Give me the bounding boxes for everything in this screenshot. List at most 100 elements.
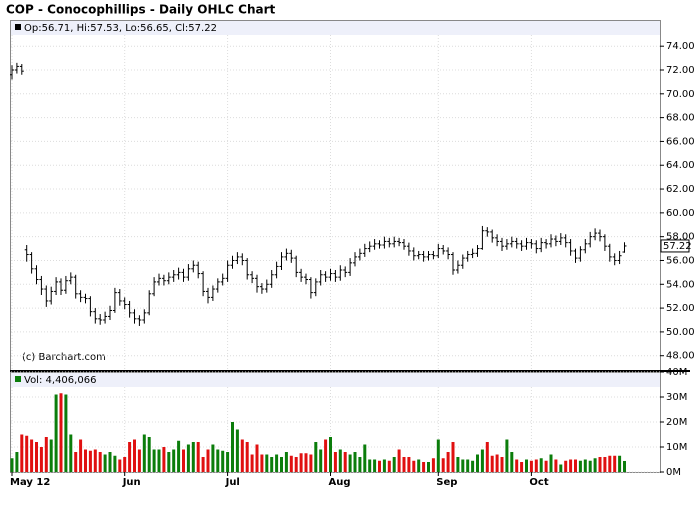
volume-bar	[186, 444, 190, 472]
legend-value: 56.65	[140, 23, 169, 34]
volume-bar	[167, 452, 171, 472]
volume-bar	[54, 394, 58, 472]
volume-bar	[137, 449, 141, 472]
volume-bar	[15, 452, 19, 472]
volume-bar	[417, 459, 421, 472]
volume-bar	[240, 439, 244, 472]
legend-label: Vol:	[24, 375, 42, 386]
volume-bar	[196, 442, 200, 472]
volume-bar	[544, 460, 548, 472]
volume-bar	[613, 455, 617, 472]
volume-bar	[314, 442, 318, 472]
volume-bar	[608, 455, 612, 472]
volume-bar	[206, 449, 210, 472]
legend-value: 57.53	[90, 23, 119, 34]
volume-bar	[84, 449, 87, 472]
y-tick-label: 72.00	[666, 65, 695, 76]
volume-bar	[554, 459, 558, 472]
volume-bar	[74, 452, 78, 472]
price-legend-strip	[11, 21, 660, 35]
volume-bar	[593, 458, 597, 472]
volume-bar	[500, 457, 504, 472]
volume-bar	[534, 459, 538, 472]
volume-bar	[39, 447, 43, 472]
volume-bar	[152, 449, 156, 472]
volume-bar	[245, 442, 249, 472]
y-tick-label: 56.00	[666, 255, 695, 266]
volume-bar	[598, 457, 602, 472]
volume-bar	[422, 462, 426, 472]
volume-bar	[35, 442, 38, 472]
volume-bar	[142, 434, 146, 472]
volume-bar	[569, 459, 573, 472]
volume-bar	[618, 455, 622, 472]
volume-bar	[353, 452, 357, 472]
y-tick-label: 0M	[666, 467, 681, 478]
volume-bar	[407, 457, 411, 472]
volume-bar	[603, 457, 607, 472]
volume-bar	[564, 460, 568, 472]
volume-bar	[162, 447, 166, 472]
volume-bar	[231, 422, 234, 472]
volume-bar	[358, 457, 362, 472]
volume-bar	[201, 457, 205, 472]
last-price-label: 57.22	[663, 241, 692, 252]
volume-bar	[147, 437, 151, 472]
volume-bar	[549, 454, 553, 472]
y-tick-label: 58.00	[666, 232, 695, 243]
volume-bar	[329, 437, 332, 472]
volume-bar	[480, 449, 484, 472]
x-tick-label: Oct	[529, 477, 548, 488]
volume-bar	[495, 454, 499, 472]
chart-title: COP - Conocophillips - Daily OHLC Chart	[6, 3, 276, 17]
volume-bar	[431, 458, 435, 472]
volume-bar	[471, 460, 475, 472]
volume-bar	[578, 460, 582, 472]
volume-bar	[343, 452, 347, 472]
y-tick-label: 64.00	[666, 160, 695, 171]
volume-bar	[123, 457, 127, 472]
volume-bar	[299, 453, 303, 472]
volume-bar	[588, 460, 592, 472]
volume-bar	[30, 439, 34, 472]
volume-bar	[226, 452, 230, 472]
watermark: (c) Barchart.com	[22, 352, 106, 363]
y-tick-label: 74.00	[666, 41, 695, 52]
legend-value: 56.71	[42, 23, 71, 34]
volume-bar	[235, 429, 239, 472]
volume-bar	[623, 460, 626, 472]
volume-bar	[49, 439, 53, 472]
volume-bar	[182, 449, 185, 472]
volume-bar	[559, 464, 563, 472]
legend-label: Op:	[24, 23, 42, 34]
volume-bar	[20, 434, 24, 472]
volume-bar	[382, 459, 386, 472]
x-tick-label: May 12	[10, 477, 50, 488]
volume-bar	[177, 440, 181, 472]
volume-bar	[368, 459, 372, 472]
volume-bar	[319, 449, 323, 472]
volume-bar	[466, 459, 470, 472]
legend-value: 4,406,066	[46, 375, 97, 386]
y-tick-label: 60.00	[666, 208, 695, 219]
volume-bar	[490, 455, 494, 472]
volume-bar	[529, 460, 533, 472]
volume-bar	[93, 449, 97, 472]
x-tick-label: Jul	[225, 477, 240, 488]
volume-bar	[378, 460, 381, 472]
volume-bar	[133, 439, 136, 472]
volume-bar	[108, 452, 112, 472]
volume-bar	[103, 454, 107, 472]
volume-bar	[476, 454, 479, 472]
volume-bar	[520, 462, 524, 472]
y-tick-label: 20M	[666, 417, 687, 428]
volume-bar	[255, 444, 259, 472]
volume-bar	[348, 454, 352, 472]
volume-bar	[456, 457, 460, 472]
volume-bar	[505, 439, 509, 472]
y-tick-label: 50.00	[666, 327, 695, 338]
volume-bar	[280, 457, 283, 472]
volume-bar	[525, 459, 528, 472]
volume-bar	[289, 455, 293, 472]
